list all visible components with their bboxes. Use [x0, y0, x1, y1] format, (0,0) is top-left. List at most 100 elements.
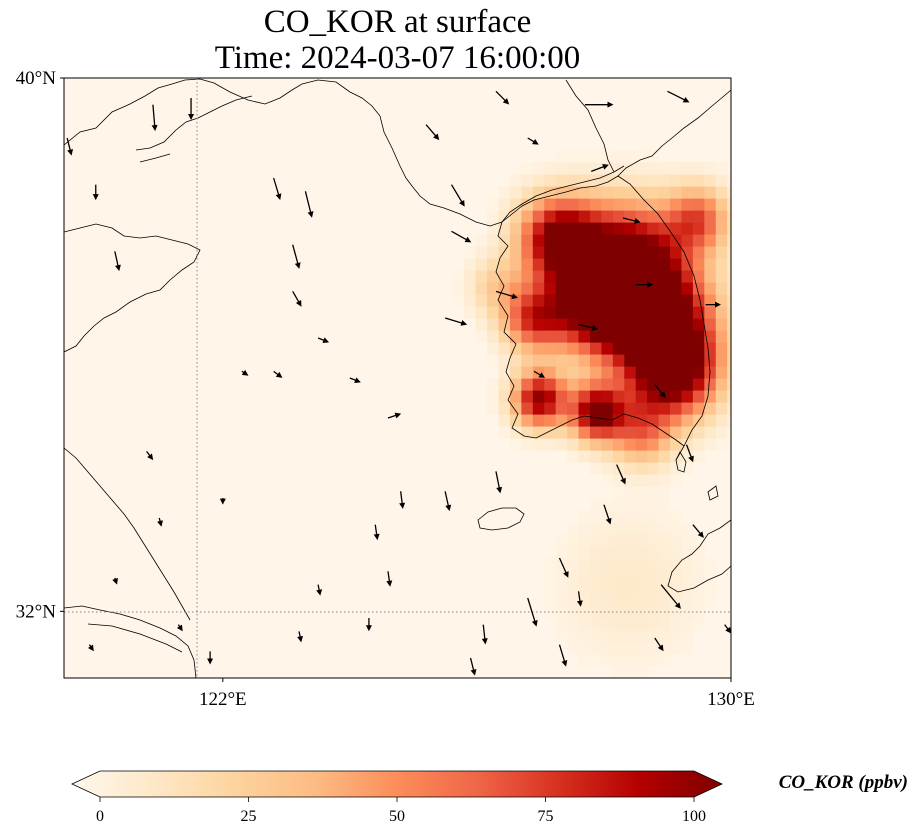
- co-cell: [715, 330, 728, 343]
- co-cell: [681, 174, 694, 187]
- co-cell: [601, 390, 614, 403]
- co-cell: [715, 294, 728, 307]
- co-cell: [692, 234, 705, 247]
- co-cell: [635, 234, 648, 247]
- co-cell: [555, 198, 568, 211]
- co-cell: [681, 378, 694, 391]
- co-cell: [681, 546, 694, 559]
- co-cell: [658, 210, 671, 223]
- co-cell: [727, 222, 731, 235]
- co-cell: [635, 390, 648, 403]
- co-cell: [509, 438, 522, 451]
- co-cell: [578, 534, 591, 547]
- co-cell: [692, 582, 705, 595]
- co-cell: [521, 222, 534, 235]
- co-cell: [589, 258, 603, 271]
- coastline-jeju: [477, 507, 525, 531]
- co-cell: [555, 186, 568, 199]
- co-cell: [532, 342, 545, 355]
- co-cell: [658, 450, 671, 463]
- co-cell: [544, 306, 557, 319]
- co-cell: [647, 198, 660, 211]
- co-cell: [647, 246, 660, 259]
- co-cell: [704, 174, 717, 187]
- co-cell: [544, 330, 557, 343]
- co-cell: [601, 318, 614, 331]
- co-cell: [658, 306, 671, 319]
- co-cell: [612, 606, 625, 619]
- co-cell: [635, 498, 648, 511]
- co-cell: [727, 294, 731, 307]
- co-cell: [567, 306, 580, 319]
- co-cell: [567, 294, 580, 307]
- co-cell: [635, 378, 648, 391]
- co-cell: [544, 210, 557, 223]
- co-cell: [681, 330, 694, 343]
- co-cell: [578, 246, 591, 259]
- co-cell: [578, 306, 591, 319]
- co-cell: [715, 342, 728, 355]
- co-cell: [567, 150, 580, 163]
- co-cell: [715, 438, 728, 451]
- co-cell: [578, 294, 591, 307]
- wind-arrow: [146, 450, 154, 461]
- co-cell: [567, 198, 580, 211]
- co-cell: [681, 366, 694, 379]
- co-cell: [475, 234, 488, 247]
- wind-arrow: [157, 517, 163, 527]
- co-cell: [521, 318, 534, 331]
- co-cell: [521, 246, 534, 259]
- wind-arrow: [112, 577, 118, 585]
- coastline-yangtze-island: [87, 623, 183, 653]
- co-cell: [670, 546, 683, 559]
- co-cell: [567, 618, 580, 631]
- co-cell: [727, 354, 731, 367]
- co-cell: [624, 582, 637, 595]
- co-cell: [589, 654, 603, 667]
- co-cell: [532, 282, 545, 295]
- wind-arrow: [635, 281, 654, 288]
- co-cell: [555, 630, 568, 643]
- co-cell: [544, 234, 557, 247]
- co-cell: [647, 150, 660, 163]
- co-cell: [612, 294, 625, 307]
- colorbar-body: [71, 770, 723, 798]
- co-cell: [704, 330, 717, 343]
- wind-arrow: [591, 164, 609, 172]
- co-cell: [567, 186, 580, 199]
- co-cell: [555, 582, 568, 595]
- co-cell: [589, 390, 603, 403]
- co-cell: [658, 270, 671, 283]
- co-cell: [727, 234, 731, 247]
- co-cell: [624, 642, 637, 655]
- wind-arrow: [654, 384, 666, 398]
- co-cell: [635, 186, 648, 199]
- co-cell: [692, 378, 705, 391]
- co-cell: [578, 342, 591, 355]
- co-cell: [589, 570, 603, 583]
- co-cell: [624, 150, 637, 163]
- co-cell: [567, 258, 580, 271]
- wind-arrow: [654, 637, 664, 652]
- co-cell: [635, 606, 648, 619]
- co-cell: [704, 306, 717, 319]
- wind-arrow: [558, 557, 569, 578]
- co-cell: [589, 342, 603, 355]
- co-cell: [670, 534, 683, 547]
- co-cell: [521, 258, 534, 271]
- co-cell: [567, 330, 580, 343]
- co-cell: [647, 378, 660, 391]
- co-cell: [704, 594, 717, 607]
- co-cell: [578, 642, 591, 655]
- co-cell: [704, 186, 717, 199]
- co-cell: [658, 174, 671, 187]
- co-cell: [658, 198, 671, 211]
- co-cell: [589, 234, 603, 247]
- co-cell: [578, 390, 591, 403]
- co-cell: [612, 210, 625, 223]
- wind-arrow: [444, 317, 468, 326]
- co-cell: [624, 222, 637, 235]
- co-cell: [567, 438, 580, 451]
- co-cell: [589, 378, 603, 391]
- co-cell: [532, 390, 545, 403]
